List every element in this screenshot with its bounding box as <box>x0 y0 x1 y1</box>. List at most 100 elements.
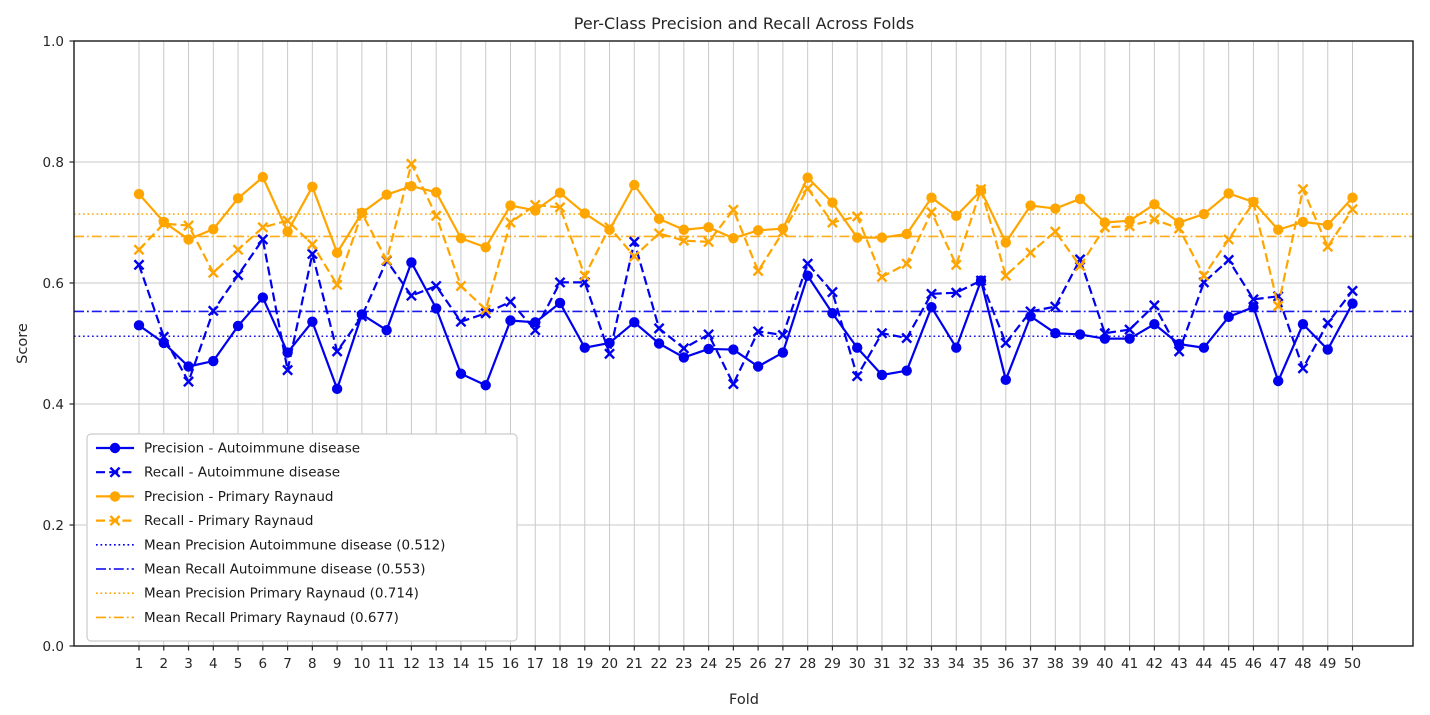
x-tick-label: 45 <box>1220 656 1237 672</box>
data-point <box>282 364 294 376</box>
data-point <box>1297 183 1309 195</box>
data-point <box>307 316 318 327</box>
plot-border <box>73 40 1414 647</box>
y-axis-label: Score <box>15 323 31 364</box>
data-point <box>430 280 442 292</box>
x-tick-label: 8 <box>308 656 317 672</box>
y-tick-label: 0.2 <box>43 518 64 534</box>
data-point <box>554 187 566 199</box>
x-tick-label: 39 <box>1071 656 1088 672</box>
data-point <box>306 248 318 260</box>
data-point <box>1198 270 1210 282</box>
x-tick-label: 49 <box>1319 656 1336 672</box>
data-point <box>926 288 937 300</box>
data-point <box>827 197 838 208</box>
x-tick-label: 35 <box>972 656 989 672</box>
data-point <box>232 244 244 256</box>
x-tick-label: 31 <box>873 656 890 672</box>
data-point <box>331 247 343 258</box>
y-tick-label: 0.8 <box>43 155 64 171</box>
data-point <box>876 232 888 243</box>
data-point <box>1347 203 1358 215</box>
data-point <box>950 259 962 271</box>
data-point <box>678 224 690 235</box>
data-point <box>133 320 145 331</box>
data-point <box>257 171 269 183</box>
legend-item-label: Recall - Autoimmune disease <box>144 465 340 481</box>
x-tick-label: 22 <box>650 656 667 672</box>
data-point <box>752 225 764 236</box>
data-point <box>1099 221 1111 233</box>
legend-item: Mean Recall Primary Raynaud (0.677) <box>96 610 399 626</box>
data-point <box>1272 300 1284 312</box>
x-tick-label: 12 <box>403 656 420 672</box>
data-point <box>1322 317 1334 329</box>
data-point <box>926 206 937 218</box>
data-point <box>653 338 665 349</box>
data-point <box>480 304 492 316</box>
chart-title: Per-Class Precision and Recall Across Fo… <box>574 14 915 33</box>
legend-marker <box>109 515 121 527</box>
x-tick-label: 9 <box>333 656 342 672</box>
x-tick-label: 15 <box>477 656 494 672</box>
data-point <box>604 224 615 235</box>
data-point <box>183 376 194 388</box>
legend-item: Mean Recall Autoimmune disease (0.553) <box>96 562 426 578</box>
data-point <box>1247 293 1259 305</box>
data-point <box>653 213 665 225</box>
x-tick-label: 25 <box>725 656 742 672</box>
x-tick-label: 32 <box>898 656 915 672</box>
data-point <box>777 347 789 358</box>
data-point <box>455 233 467 244</box>
data-point <box>1173 223 1185 234</box>
data-point <box>777 329 789 341</box>
data-point <box>851 342 863 353</box>
data-point <box>629 179 640 191</box>
data-point <box>653 227 665 239</box>
data-point <box>1347 285 1358 297</box>
legend-marker <box>109 442 121 454</box>
x-tick-label: 30 <box>849 656 866 672</box>
data-point <box>851 370 863 382</box>
data-point <box>653 322 665 334</box>
series-1 <box>133 233 1358 390</box>
tick-marks <box>69 40 1354 651</box>
data-point <box>628 236 640 248</box>
series-2 <box>133 171 1358 258</box>
data-point <box>728 344 739 355</box>
data-point <box>183 234 194 245</box>
y-tick-label: 0.4 <box>43 397 64 413</box>
legend-marker <box>109 466 121 478</box>
data-point <box>629 317 640 328</box>
data-point <box>133 188 145 200</box>
data-point <box>183 361 194 372</box>
data-point <box>1248 302 1259 313</box>
data-point <box>554 201 566 213</box>
x-tick-label: 38 <box>1047 656 1064 672</box>
data-point <box>1297 318 1309 330</box>
data-point <box>331 279 343 291</box>
legend-item-label: Mean Recall Autoimmune disease (0.553) <box>144 562 426 578</box>
data-point <box>1050 328 1061 339</box>
data-point <box>1124 333 1135 344</box>
y-tick-label: 0.6 <box>43 276 64 292</box>
x-tick-label: 19 <box>576 656 593 672</box>
data-point <box>1347 192 1358 203</box>
data-point <box>381 324 392 336</box>
legend-item: Recall - Autoimmune disease <box>96 465 340 481</box>
x-tick-label: 6 <box>259 656 268 672</box>
data-point <box>1049 226 1061 238</box>
data-point <box>529 199 541 211</box>
data-point <box>232 269 244 281</box>
data-point <box>752 361 764 372</box>
data-point <box>1198 208 1210 220</box>
x-tick-label: 7 <box>283 656 292 672</box>
data-point <box>579 208 590 219</box>
data-point <box>802 183 814 195</box>
data-point <box>257 292 269 303</box>
legend-item-label: Recall - Primary Raynaud <box>144 513 314 529</box>
x-tick-label: 13 <box>428 656 445 672</box>
data-point <box>728 233 739 244</box>
legend-marker <box>109 491 121 502</box>
